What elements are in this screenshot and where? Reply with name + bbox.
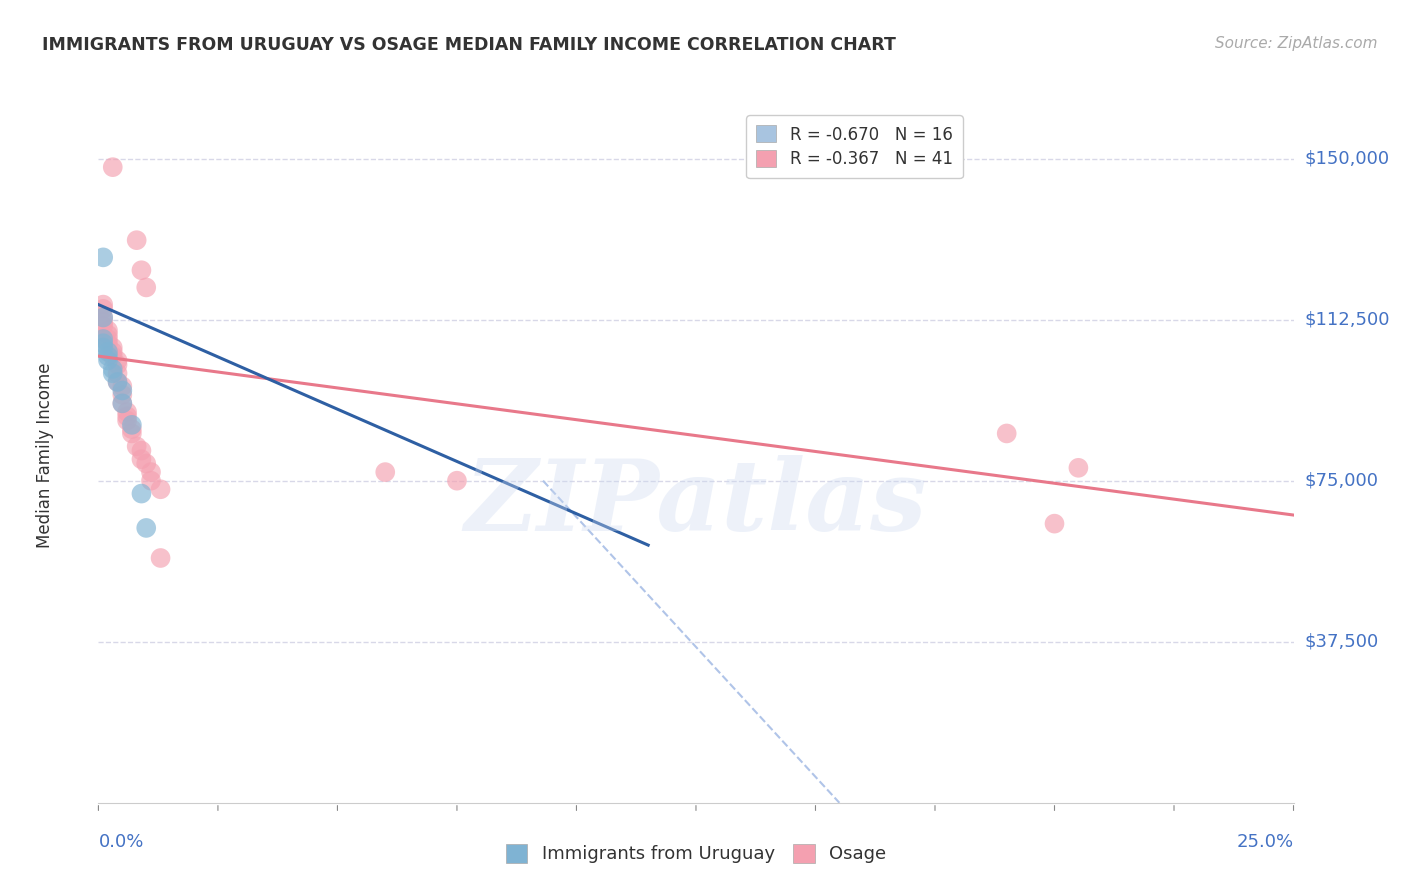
Point (139, 474, 162, 488)
Point (101, 344, 124, 359)
Text: 0.0%: 0.0% (98, 833, 143, 851)
Point (121, 426, 143, 441)
Point (91, 310, 114, 325)
Point (111, 396, 134, 410)
Point (107, 367, 129, 381)
Point (101, 362, 124, 376)
Point (995, 426, 1018, 441)
Text: $112,500: $112,500 (1305, 310, 1391, 328)
Point (125, 233, 148, 247)
Point (1067, 460, 1090, 475)
Point (101, 367, 124, 381)
Point (107, 375, 129, 389)
Text: $75,000: $75,000 (1305, 472, 1379, 490)
Point (121, 422, 143, 436)
Point (97, 349, 120, 363)
Point (91, 319, 114, 334)
Point (149, 551, 172, 566)
Point (111, 379, 134, 393)
Point (101, 341, 124, 355)
Point (115, 409, 138, 424)
Point (135, 457, 157, 471)
Legend: Immigrants from Uruguay, Osage: Immigrants from Uruguay, Osage (506, 844, 886, 863)
Point (111, 396, 134, 410)
Point (91, 315, 114, 329)
Point (111, 384, 134, 398)
Point (97, 353, 120, 368)
Point (1043, 516, 1066, 531)
Point (107, 353, 129, 368)
Text: 25.0%: 25.0% (1236, 833, 1294, 851)
Text: $37,500: $37,500 (1305, 632, 1379, 651)
Point (374, 465, 396, 479)
Text: Median Family Income: Median Family Income (35, 362, 53, 548)
Point (101, 160, 124, 174)
Text: Source: ZipAtlas.com: Source: ZipAtlas.com (1215, 36, 1378, 51)
Text: $150,000: $150,000 (1305, 150, 1389, 168)
Point (139, 465, 162, 479)
Point (115, 413, 138, 427)
Point (131, 263, 153, 277)
Point (131, 452, 153, 467)
Point (91, 251, 114, 265)
Point (111, 388, 134, 402)
Point (131, 486, 153, 500)
Point (446, 474, 468, 488)
Point (91, 336, 114, 351)
Point (131, 443, 153, 458)
Point (91, 332, 114, 346)
Point (97, 344, 120, 359)
Point (107, 375, 129, 389)
Point (125, 439, 148, 453)
Text: ZIPatlas: ZIPatlas (465, 456, 927, 552)
Point (115, 405, 138, 419)
Point (121, 417, 143, 432)
Point (91, 301, 114, 316)
Point (107, 358, 129, 372)
Point (97, 327, 120, 342)
Point (91, 341, 114, 355)
Point (97, 336, 120, 351)
Point (135, 521, 157, 535)
Point (97, 323, 120, 337)
Point (135, 280, 157, 294)
Point (149, 483, 172, 497)
Point (91, 297, 114, 311)
Point (97, 332, 120, 346)
Point (91, 310, 114, 325)
Text: IMMIGRANTS FROM URUGUAY VS OSAGE MEDIAN FAMILY INCOME CORRELATION CHART: IMMIGRANTS FROM URUGUAY VS OSAGE MEDIAN … (42, 36, 896, 54)
Point (101, 349, 124, 363)
